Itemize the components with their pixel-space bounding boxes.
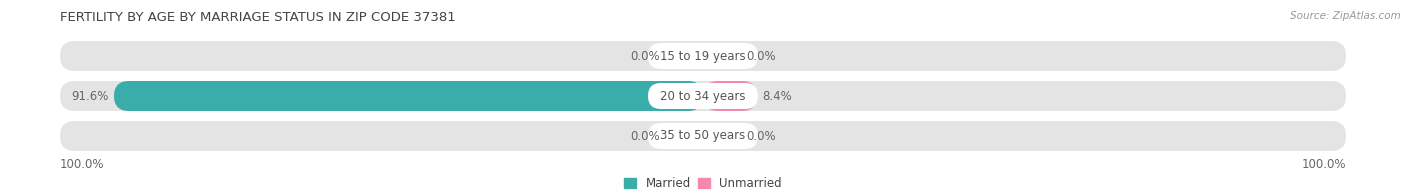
Text: 0.0%: 0.0%: [630, 50, 659, 63]
FancyBboxPatch shape: [665, 43, 703, 69]
Text: 0.0%: 0.0%: [747, 130, 776, 142]
Text: 100.0%: 100.0%: [1302, 159, 1346, 172]
Text: 91.6%: 91.6%: [72, 90, 110, 103]
Text: 0.0%: 0.0%: [630, 130, 659, 142]
Text: Source: ZipAtlas.com: Source: ZipAtlas.com: [1291, 11, 1400, 21]
Text: 0.0%: 0.0%: [747, 50, 776, 63]
FancyBboxPatch shape: [648, 83, 758, 109]
Text: FERTILITY BY AGE BY MARRIAGE STATUS IN ZIP CODE 37381: FERTILITY BY AGE BY MARRIAGE STATUS IN Z…: [60, 11, 456, 24]
FancyBboxPatch shape: [648, 43, 758, 69]
Text: 8.4%: 8.4%: [762, 90, 792, 103]
FancyBboxPatch shape: [703, 81, 756, 111]
FancyBboxPatch shape: [60, 121, 1346, 151]
FancyBboxPatch shape: [60, 41, 1346, 71]
Text: 15 to 19 years: 15 to 19 years: [661, 50, 745, 63]
Text: 100.0%: 100.0%: [60, 159, 104, 172]
FancyBboxPatch shape: [60, 81, 1346, 111]
Text: 20 to 34 years: 20 to 34 years: [661, 90, 745, 103]
FancyBboxPatch shape: [114, 81, 703, 111]
FancyBboxPatch shape: [703, 43, 741, 69]
FancyBboxPatch shape: [703, 123, 741, 149]
FancyBboxPatch shape: [665, 123, 703, 149]
FancyBboxPatch shape: [648, 123, 758, 149]
Legend: Married, Unmarried: Married, Unmarried: [624, 177, 782, 190]
Text: 35 to 50 years: 35 to 50 years: [661, 130, 745, 142]
